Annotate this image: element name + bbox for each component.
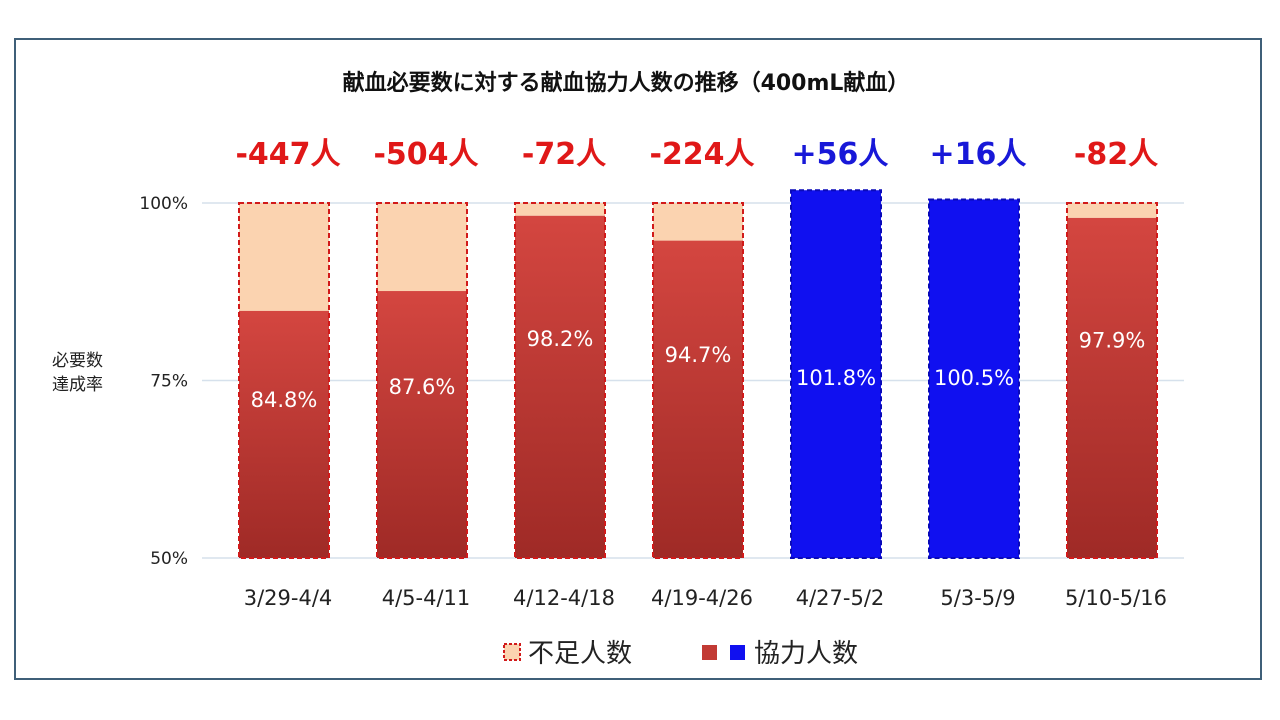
bar-value-label: 101.8%	[796, 366, 876, 390]
bar	[1067, 217, 1157, 558]
difference-labels: -447人 -504人 -72人 -224人 +56人 +16人 -82人	[235, 137, 1158, 172]
y-tick-label: 100%	[139, 194, 188, 214]
y-axis-label-line: 達成率	[52, 375, 103, 395]
bar	[515, 215, 605, 558]
y-axis-ticks: 50% 75% 100%	[139, 194, 188, 569]
bar-value-label: 87.6%	[389, 375, 456, 399]
bar-outline	[238, 202, 330, 559]
bar	[653, 240, 743, 558]
x-tick-label: 5/10-5/16	[1065, 586, 1167, 610]
shortfall-segment	[653, 203, 743, 241]
bar	[928, 198, 1020, 559]
shortfall-segment	[1067, 203, 1157, 218]
legend: 不足人数 協力人数	[503, 639, 858, 669]
x-axis-categories: 3/29-4/4 4/5-4/11 4/12-4/18 4/19-4/26 4/27-5…	[244, 586, 1167, 610]
legend-swatch-cooperation-red	[702, 645, 717, 660]
difference-label: -504人	[373, 137, 478, 172]
y-tick-label: 50%	[150, 549, 188, 569]
bar-outline	[1066, 202, 1158, 559]
bar-value-label: 94.7%	[665, 343, 732, 367]
bar-outline	[652, 202, 744, 559]
chart-canvas: 献血必要数に対する献血協力人数の推移（400mL献血） 50% 75% 100% 必…	[52, 70, 1184, 669]
x-tick-label: 4/12-4/18	[513, 586, 615, 610]
bar	[239, 310, 329, 558]
bar-value-label: 100.5%	[934, 366, 1014, 390]
chart-title: 献血必要数に対する献血協力人数の推移（400mL献血）	[343, 70, 910, 96]
bar	[377, 291, 467, 558]
shortfall-segment	[239, 203, 329, 311]
bar-value-label: 97.9%	[1079, 328, 1146, 352]
legend-label-cooperation: 協力人数	[754, 639, 858, 669]
y-axis-label-line: 必要数	[52, 351, 103, 371]
bar-value-label: 84.8%	[251, 388, 318, 412]
bar-value-label: 98.2%	[527, 327, 594, 351]
x-tick-label: 5/3-5/9	[940, 586, 1015, 610]
bars: 84.8% 87.6% 98.2% 94.7% 101.8% 100.5% 97.9%	[238, 189, 1158, 559]
x-tick-label: 3/29-4/4	[244, 586, 333, 610]
difference-label: +56人	[792, 137, 889, 172]
x-tick-label: 4/5-4/11	[382, 586, 471, 610]
difference-label: -447人	[235, 137, 340, 172]
legend-swatch-cooperation-blue	[730, 645, 745, 660]
difference-label: -72人	[522, 137, 606, 172]
x-tick-label: 4/19-4/26	[651, 586, 753, 610]
chart-frame: 献血必要数に対する献血協力人数の推移（400mL献血） 50% 75% 100% 必…	[14, 38, 1262, 680]
x-tick-label: 4/27-5/2	[796, 586, 885, 610]
difference-label: +16人	[930, 137, 1027, 172]
shortfall-segment	[515, 203, 605, 216]
difference-label: -224人	[649, 137, 754, 172]
bar-outline	[376, 202, 468, 559]
shortfall-segment	[377, 203, 467, 292]
y-tick-label: 75%	[150, 372, 188, 392]
legend-label-shortfall: 不足人数	[528, 639, 632, 669]
legend-swatch-shortfall	[503, 643, 521, 661]
difference-label: -82人	[1074, 137, 1158, 172]
bar	[790, 189, 882, 559]
bar-outline	[514, 202, 606, 559]
